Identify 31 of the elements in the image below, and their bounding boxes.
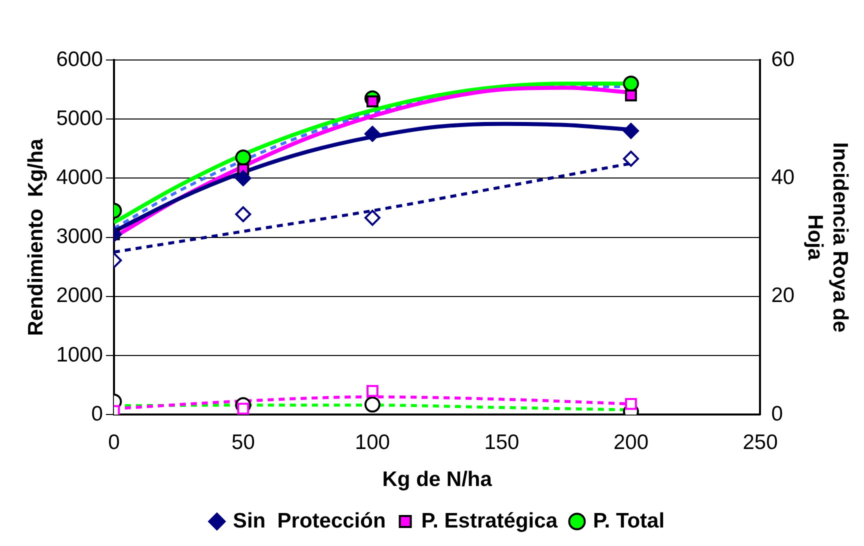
point xyxy=(366,385,378,397)
point xyxy=(622,122,639,139)
y2-tick-label: 40 xyxy=(771,166,795,189)
y2-axis-title: Incidencia Roya de Hoja xyxy=(803,142,852,332)
y-tick-label: 1000 xyxy=(56,343,103,366)
y-tick-label: 5000 xyxy=(56,106,103,130)
legend-label: P. Total xyxy=(592,509,665,532)
y-tick-label: 0 xyxy=(91,402,103,426)
x-tick-label: 50 xyxy=(232,430,255,454)
y-axis-title: Rendimiento Kg/ha xyxy=(24,138,48,336)
point xyxy=(235,170,252,186)
point xyxy=(235,206,252,222)
y-tick-label: 2000 xyxy=(56,284,103,308)
legend-label: P. Estratégica xyxy=(421,509,558,532)
point xyxy=(625,90,637,102)
x-tick-label: 250 xyxy=(742,430,778,454)
x-tick-label: 0 xyxy=(108,430,120,454)
x-tick-label: 150 xyxy=(484,430,520,454)
y-tick-label: 4000 xyxy=(56,166,103,189)
y2-tick-label: 60 xyxy=(771,48,795,71)
y2-tick-label: 20 xyxy=(771,284,795,308)
y-tick-label: 3000 xyxy=(56,225,103,248)
x-tick-label: 200 xyxy=(613,430,648,454)
point xyxy=(364,126,380,142)
y-tick-label: 6000 xyxy=(56,48,103,71)
point xyxy=(364,210,380,226)
x-axis-title: Kg de N/ha xyxy=(382,468,492,492)
point xyxy=(364,396,380,413)
x-tick-label: 100 xyxy=(354,430,390,454)
y2-tick-label: 0 xyxy=(771,402,783,426)
legend-label: Sin Protección xyxy=(232,509,386,532)
